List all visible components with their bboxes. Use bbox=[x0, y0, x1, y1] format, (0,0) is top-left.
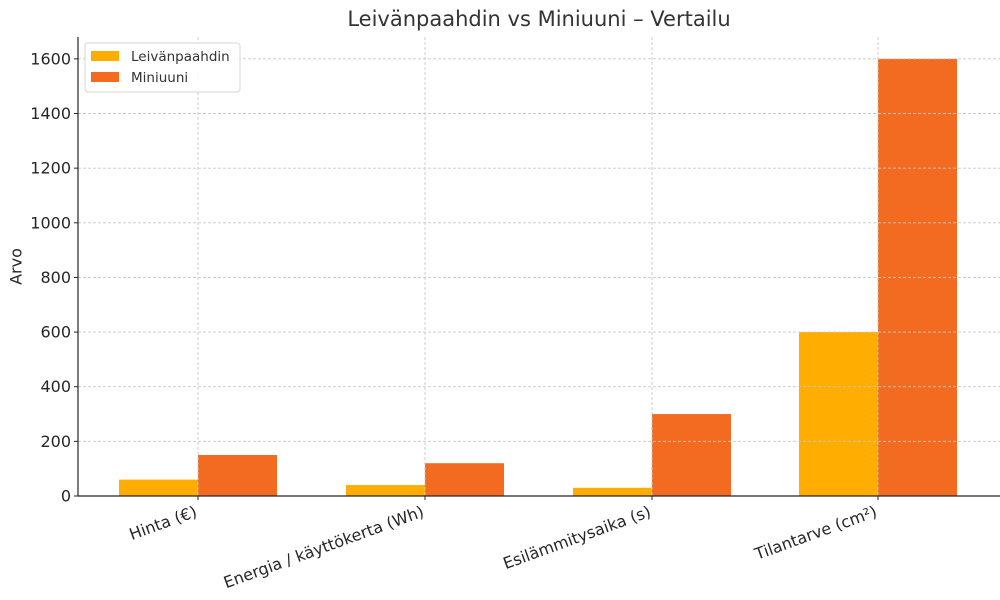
y-tick-label: 0 bbox=[61, 487, 71, 506]
x-tick-label: Hinta (€) bbox=[127, 502, 200, 544]
y-tick-label: 1000 bbox=[30, 213, 71, 232]
legend: Leivänpaahdin Miniuuni bbox=[84, 42, 241, 93]
y-tick-label: 1200 bbox=[30, 159, 71, 178]
legend-label: Leivänpaahdin bbox=[131, 49, 230, 65]
bar-leivänpaahdin-0 bbox=[119, 479, 198, 496]
legend-swatch bbox=[91, 51, 119, 61]
bar-leivänpaahdin-3 bbox=[799, 332, 878, 496]
bar-miniuuni-0 bbox=[198, 455, 277, 496]
y-tick-label: 200 bbox=[40, 432, 71, 451]
y-tick-label: 800 bbox=[40, 268, 71, 287]
legend-swatch bbox=[91, 72, 119, 82]
x-tick-label: Tilantarve (cm²) bbox=[751, 502, 879, 564]
legend-label: Miniuuni bbox=[131, 70, 188, 86]
chart-title: Leivänpaahdin vs Miniuuni – Vertailu bbox=[347, 7, 731, 31]
bar-miniuuni-2 bbox=[652, 414, 731, 496]
x-tick-label: Energia / käyttökerta (Wh) bbox=[221, 502, 426, 592]
y-tick-label: 1600 bbox=[30, 49, 71, 68]
bar-leivänpaahdin-1 bbox=[346, 485, 425, 496]
y-tick-label: 1400 bbox=[30, 104, 71, 123]
y-tick-label: 400 bbox=[40, 377, 71, 396]
x-tick-label: Esilämmitysaika (s) bbox=[500, 502, 653, 573]
bar-miniuuni-1 bbox=[425, 463, 504, 496]
y-tick-label: 600 bbox=[40, 323, 71, 342]
bar-leivänpaahdin-2 bbox=[573, 487, 652, 496]
grid bbox=[78, 37, 1000, 496]
